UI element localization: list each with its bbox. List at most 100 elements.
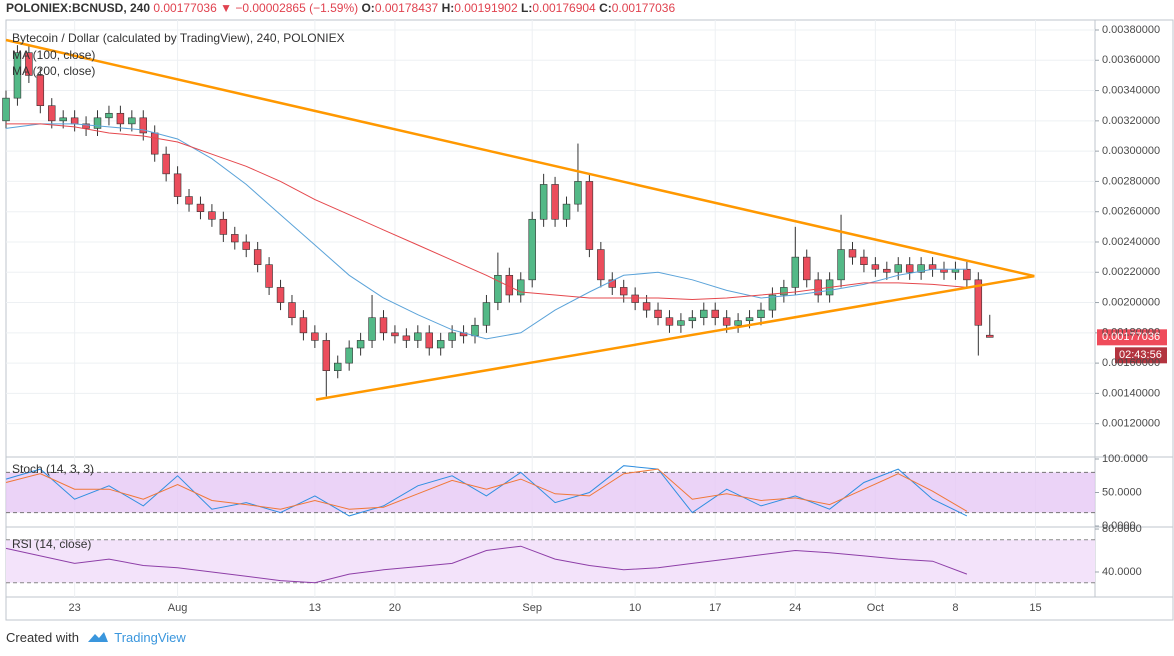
pane-title: RSI (14, close) — [12, 537, 91, 551]
candle-body — [894, 264, 902, 273]
symbol: POLONIEX:BCNUSD, 240 — [6, 1, 151, 15]
candle-body — [2, 97, 10, 122]
candle-body — [631, 294, 639, 303]
ohlc-value: 0.00176904 — [532, 1, 596, 15]
plot-frame — [5, 19, 1174, 621]
candle-body — [379, 317, 388, 334]
candle-body — [539, 184, 548, 220]
candle-body — [860, 256, 868, 265]
candle-body — [642, 302, 651, 311]
candle-body — [688, 317, 697, 322]
x-tick-label: Oct — [867, 602, 884, 614]
candle-body — [265, 264, 273, 288]
x-tick-label: 17 — [709, 602, 721, 614]
y-tick-label: 80.0000 — [1102, 523, 1142, 535]
candle-body — [928, 264, 937, 270]
candle-body — [871, 264, 880, 270]
x-tick-label: Aug — [168, 602, 188, 614]
candle-body — [150, 132, 159, 155]
candle-body — [654, 309, 662, 318]
candle-body — [70, 117, 79, 125]
candle-body — [482, 302, 491, 326]
candle-body — [276, 287, 285, 303]
countdown: 02:43:56 — [1119, 349, 1162, 361]
candle-body — [974, 279, 983, 326]
candle-body — [528, 218, 536, 281]
candle-body — [93, 117, 102, 129]
candle-body — [448, 332, 456, 341]
x-tick-label: 24 — [789, 602, 801, 614]
y-tick-label: 50.0000 — [1102, 486, 1142, 498]
candle-body — [745, 317, 754, 322]
candle-body — [208, 211, 216, 220]
candle-body — [780, 287, 788, 296]
x-tick-label: 8 — [952, 602, 958, 614]
footer: Created with TradingView — [6, 630, 186, 645]
stoch-line — [5, 468, 968, 512]
candle-body — [963, 268, 971, 281]
candle-body — [219, 218, 228, 235]
legend-entry: MA (200, close) — [12, 64, 95, 78]
candle-body — [48, 105, 56, 122]
candle-body — [299, 317, 308, 334]
candle-body — [242, 241, 250, 250]
candle-body — [253, 249, 262, 265]
candle-body — [757, 309, 765, 318]
countdown-box — [1115, 347, 1167, 364]
y-tick-label: 0.00320000 — [1102, 115, 1160, 127]
change: −0.00002865 (−1.59%) — [235, 1, 359, 15]
chart-title: Bytecoin / Dollar (calculated by Trading… — [12, 31, 345, 45]
x-tick-label: 20 — [389, 602, 401, 614]
ohlc-label: L: — [520, 1, 533, 15]
candle-body — [917, 264, 925, 273]
y-tick-label: 0.00140000 — [1102, 387, 1160, 399]
candle-body — [837, 249, 845, 281]
pane-title: Stoch (14, 3, 3) — [12, 462, 94, 476]
brand[interactable]: TradingView — [114, 630, 186, 645]
candle-body — [185, 196, 193, 205]
y-tick-label: 0.00280000 — [1102, 175, 1160, 187]
candle-body — [105, 112, 113, 119]
down-arrow: ▼ — [220, 1, 233, 15]
candle-body — [494, 274, 502, 303]
candle-body — [391, 332, 399, 337]
candle-body — [425, 332, 433, 349]
y-tick-label: 0.00360000 — [1102, 54, 1160, 66]
y-tick-label: 0.00180000 — [1102, 327, 1160, 339]
candle-body — [139, 117, 148, 134]
y-tick-label: 40.0000 — [1102, 566, 1142, 578]
y-tick-label: 0.00200000 — [1102, 296, 1160, 308]
candle-body — [162, 153, 170, 175]
candle-body — [768, 294, 777, 311]
y-tick-label: 0.0000 — [1102, 520, 1136, 532]
logo — [87, 632, 108, 642]
x-tick-label: 15 — [1029, 602, 1041, 614]
candle-body — [231, 234, 239, 243]
candle-body — [700, 309, 708, 318]
candle-body — [36, 75, 45, 107]
rsi-line — [5, 545, 968, 584]
y-tick-label: 0.00260000 — [1102, 206, 1160, 218]
candle-body — [345, 347, 353, 364]
x-tick-label: Sep — [522, 602, 542, 614]
candle-body — [585, 181, 594, 250]
candle-body — [334, 362, 342, 371]
y-tick-label: 0.00160000 — [1102, 357, 1160, 369]
y-tick-label: 0.00220000 — [1102, 266, 1160, 278]
candle-body — [128, 117, 136, 125]
ohlc-value: 0.00178437 — [374, 1, 439, 15]
candle-body — [562, 203, 571, 220]
moving-average — [5, 123, 967, 340]
candle-body — [436, 340, 445, 349]
last-price-label: 0.00177036 — [1102, 331, 1160, 343]
candle-body — [619, 287, 628, 296]
candle-body — [608, 279, 617, 288]
x-tick-label: 10 — [629, 602, 641, 614]
candle-body — [59, 117, 67, 122]
candle-body — [791, 256, 800, 288]
y-tick-label: 100.0000 — [1102, 453, 1148, 465]
candle-body — [402, 335, 411, 341]
stoch-band — [6, 472, 1095, 513]
